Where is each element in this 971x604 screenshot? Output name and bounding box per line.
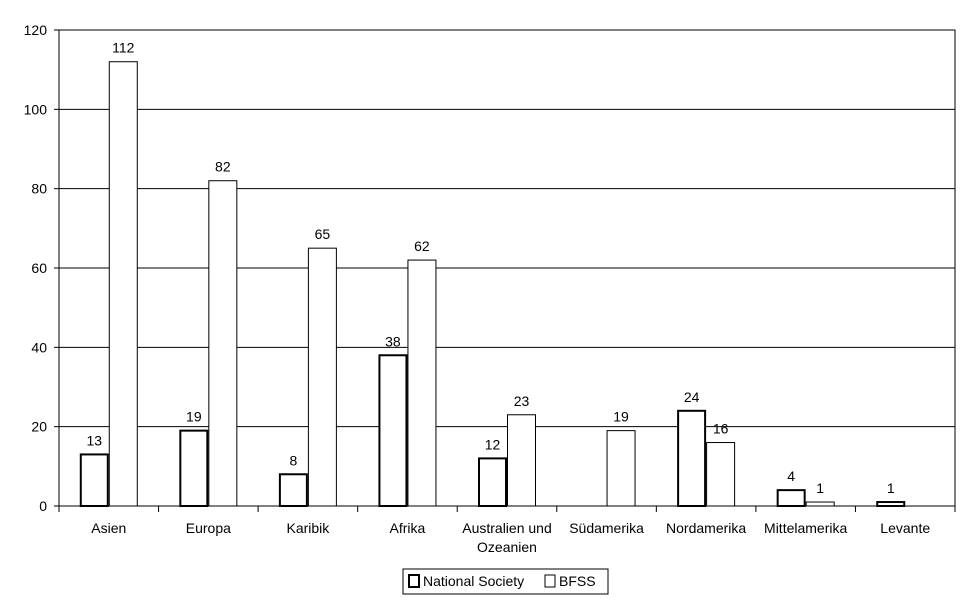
x-tick-label: Karibik bbox=[286, 520, 330, 536]
axes: 0 20 40 60 80 100 120 Asien Europa Karibik Afrika A… bbox=[24, 22, 956, 555]
bar-national-society bbox=[677, 409, 707, 507]
x-tick-label: Afrika bbox=[390, 520, 426, 536]
legend-label-bfss: BFSS bbox=[559, 573, 596, 589]
data-label: 16 bbox=[713, 421, 729, 437]
y-tick-label: 100 bbox=[24, 101, 48, 117]
data-label: 82 bbox=[215, 159, 231, 175]
bar-bfss bbox=[706, 442, 736, 507]
data-label: 38 bbox=[385, 333, 401, 349]
y-tick-label: 20 bbox=[31, 419, 47, 435]
bar-bfss bbox=[507, 414, 536, 507]
bar-national-society bbox=[776, 489, 806, 507]
x-tick-label: Europa bbox=[186, 520, 231, 536]
data-label: 62 bbox=[414, 238, 430, 254]
data-label: 1 bbox=[816, 480, 824, 496]
data-label: 65 bbox=[315, 226, 331, 242]
bar-bfss bbox=[208, 180, 238, 507]
bar-bfss bbox=[606, 430, 636, 507]
bar-bfss bbox=[307, 247, 337, 507]
data-label: 23 bbox=[514, 393, 530, 409]
data-label: 1 bbox=[887, 480, 895, 496]
bar-national-society bbox=[278, 473, 308, 507]
bar-national-society bbox=[478, 457, 507, 507]
legend-swatch-national-society bbox=[408, 574, 420, 588]
data-label: 112 bbox=[112, 40, 135, 56]
bar-national-society bbox=[378, 354, 408, 507]
bars bbox=[79, 61, 906, 507]
y-tick-label: 0 bbox=[39, 498, 47, 514]
data-label: 13 bbox=[86, 432, 102, 448]
x-tick-label: Levante bbox=[880, 520, 930, 536]
x-tick-label: Mittelamerika bbox=[764, 520, 847, 536]
bar-national-society bbox=[79, 453, 109, 507]
data-label: 19 bbox=[613, 409, 629, 425]
bar-bfss bbox=[805, 501, 835, 507]
x-tick-label: Asien bbox=[91, 520, 126, 536]
x-tick-label: Südamerika bbox=[569, 520, 644, 536]
legend-swatch-bfss bbox=[544, 574, 556, 588]
x-tick-label: Australien und bbox=[462, 520, 552, 536]
data-label: 12 bbox=[485, 436, 501, 452]
legend: National Society BFSS bbox=[402, 568, 609, 595]
bar-bfss bbox=[407, 259, 437, 507]
x-tick-label: Ozeanien bbox=[477, 539, 537, 555]
x-tick-label: Nordamerika bbox=[666, 520, 746, 536]
data-labels: 13 19 8 38 12 24 4 1 112 82 65 62 23 19 16 1 bbox=[86, 40, 894, 496]
data-label: 8 bbox=[289, 452, 297, 468]
y-tick-label: 120 bbox=[24, 22, 48, 38]
bar-national-society bbox=[179, 429, 209, 507]
bar-bfss bbox=[108, 61, 138, 507]
bar-national-society bbox=[876, 501, 906, 507]
y-tick-label: 60 bbox=[31, 260, 47, 276]
data-label: 24 bbox=[684, 389, 700, 405]
data-label: 4 bbox=[787, 468, 795, 484]
y-tick-label: 80 bbox=[31, 181, 47, 197]
legend-label-national-society: National Society bbox=[423, 573, 524, 589]
legend-box bbox=[402, 568, 609, 595]
data-label: 19 bbox=[186, 409, 202, 425]
y-tick-label: 40 bbox=[31, 339, 47, 355]
